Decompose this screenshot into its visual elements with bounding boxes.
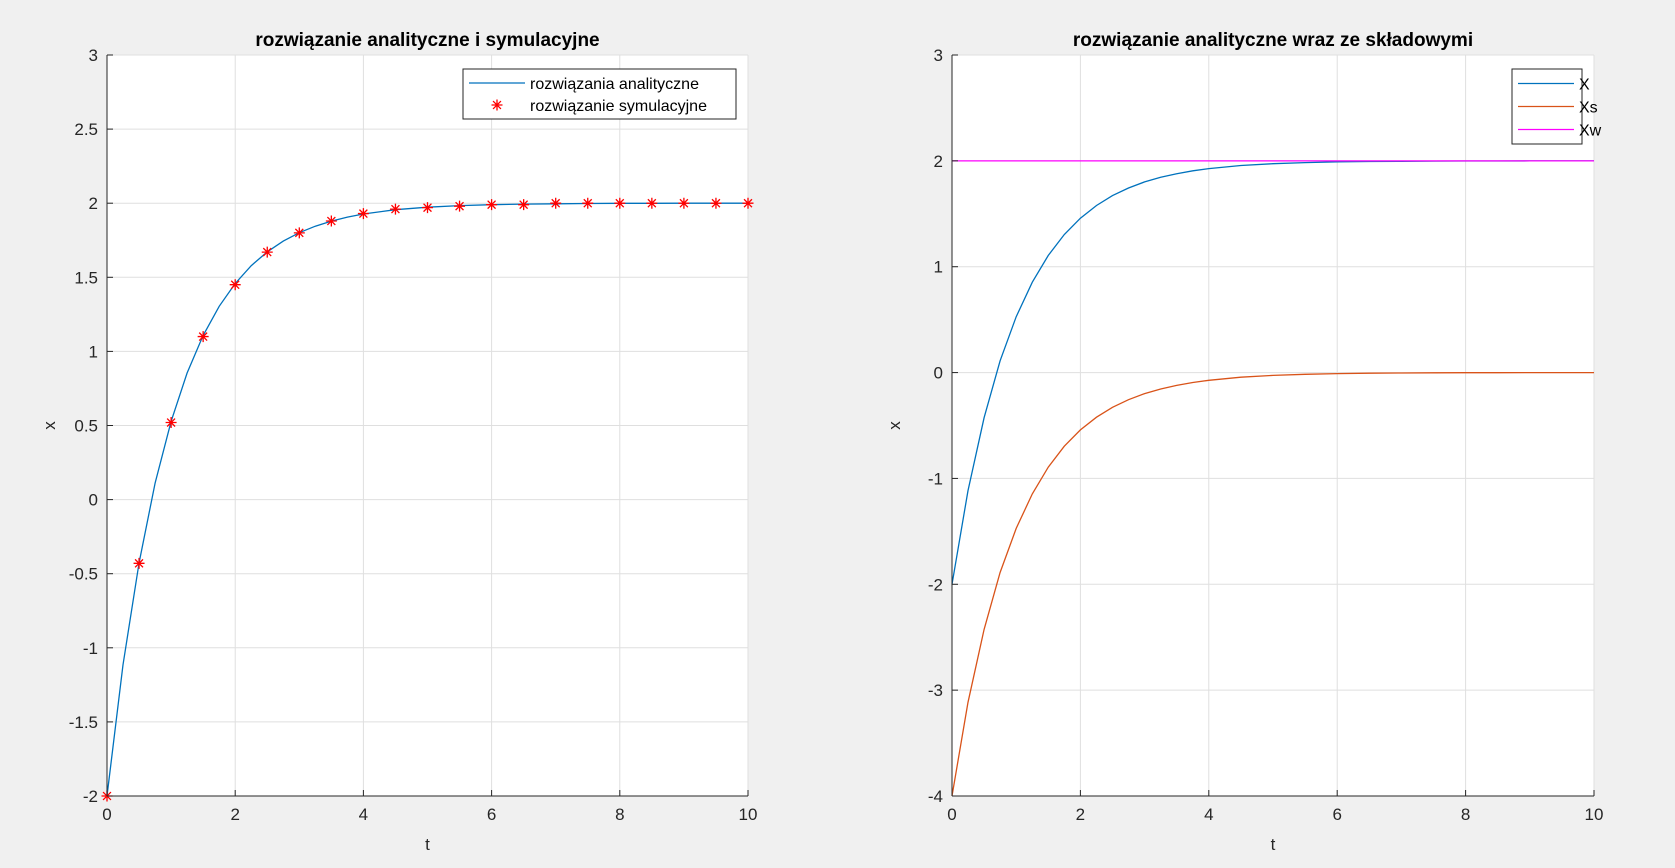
y-tick-label: -2 — [928, 575, 943, 594]
series-line-xs — [951, 371, 1594, 797]
data-point — [614, 197, 626, 209]
x-tick-label: 8 — [615, 805, 624, 824]
legend-label: rozwiązanie symulacyjne — [530, 98, 707, 115]
legend: rozwiązania analityczne rozwiązanie symul… — [462, 68, 737, 120]
data-point — [165, 417, 177, 429]
y-tick-label: 1.5 — [74, 268, 98, 287]
data-point — [518, 199, 530, 211]
data-point — [197, 331, 209, 343]
y-tick-label: -3 — [928, 681, 943, 700]
x-tick-label: 0 — [947, 805, 956, 824]
y-axis-label: x — [885, 421, 904, 430]
legend-label: X — [1579, 77, 1590, 94]
data-point — [678, 197, 690, 209]
x-tick-label: 8 — [1461, 805, 1470, 824]
x-tick-label: 2 — [1076, 805, 1085, 824]
y-tick-label: 2 — [934, 152, 943, 171]
y-axis-label: x — [40, 421, 59, 430]
x-tick-label: 2 — [230, 805, 239, 824]
y-tick-label: -1 — [83, 639, 98, 658]
legend-box — [462, 68, 737, 120]
y-tick-label: -4 — [928, 787, 943, 806]
y-tick-label: -1.5 — [69, 713, 98, 732]
data-point — [486, 199, 498, 211]
x-tick-label: 6 — [1332, 805, 1341, 824]
left-axes: 0 2 4 6 8 10 -2 -1.5 -1 -0.5 0 0.5 1 1.5 2 2.5 3 rozwiąza… — [40, 30, 757, 854]
y-tick-label: 1 — [934, 258, 943, 277]
data-point — [261, 246, 273, 258]
chart-title: rozwiązanie analityczne i symulacyjne — [255, 30, 599, 51]
y-tick-label: -2 — [83, 787, 98, 806]
x-tick-label: 10 — [739, 805, 758, 824]
data-point — [357, 208, 369, 220]
x-tick-label: 10 — [1585, 805, 1604, 824]
data-point — [550, 197, 562, 209]
data-point — [389, 203, 401, 215]
y-tick-label: 3 — [934, 46, 943, 65]
x-tick-label: 4 — [1204, 805, 1213, 824]
y-tick-label: 0 — [89, 491, 98, 510]
legend-label: rozwiązania analityczne — [530, 76, 699, 93]
legend-label: Xs — [1579, 100, 1598, 117]
y-tick-label: -1 — [928, 469, 943, 488]
legend: X Xs Xw — [1511, 68, 1602, 145]
legend-label: Xw — [1579, 123, 1602, 140]
x-tick-label: 6 — [487, 805, 496, 824]
data-point — [229, 279, 241, 291]
data-point — [582, 197, 594, 209]
right-axes: 0 2 4 6 8 10 -4 -3 -2 -1 0 1 2 3 rozwiązanie analitycz… — [885, 30, 1603, 854]
y-tick-label: 2 — [89, 194, 98, 213]
y-tick-label: 0.5 — [74, 417, 98, 436]
data-point — [133, 557, 145, 569]
plot-area — [952, 55, 1594, 796]
y-tick-label: 3 — [89, 46, 98, 65]
data-point — [454, 200, 466, 212]
x-axis-label: t — [1271, 835, 1276, 854]
y-tick-label: 0 — [934, 364, 943, 383]
x-tick-label: 4 — [359, 805, 368, 824]
data-point — [293, 227, 305, 239]
y-tick-label: 1 — [89, 342, 98, 361]
data-point — [422, 202, 433, 214]
data-point — [710, 197, 722, 209]
x-tick-label: 0 — [102, 805, 111, 824]
y-tick-label: 2.5 — [74, 120, 98, 139]
data-point — [646, 197, 658, 209]
data-point — [742, 197, 754, 209]
x-axis-label: t — [425, 835, 430, 854]
y-tick-label: -0.5 — [69, 565, 98, 584]
chart-title: rozwiązanie analityczne wraz ze składowy… — [1073, 30, 1473, 51]
data-point — [325, 215, 337, 227]
legend-swatch-asterisk — [491, 99, 503, 111]
